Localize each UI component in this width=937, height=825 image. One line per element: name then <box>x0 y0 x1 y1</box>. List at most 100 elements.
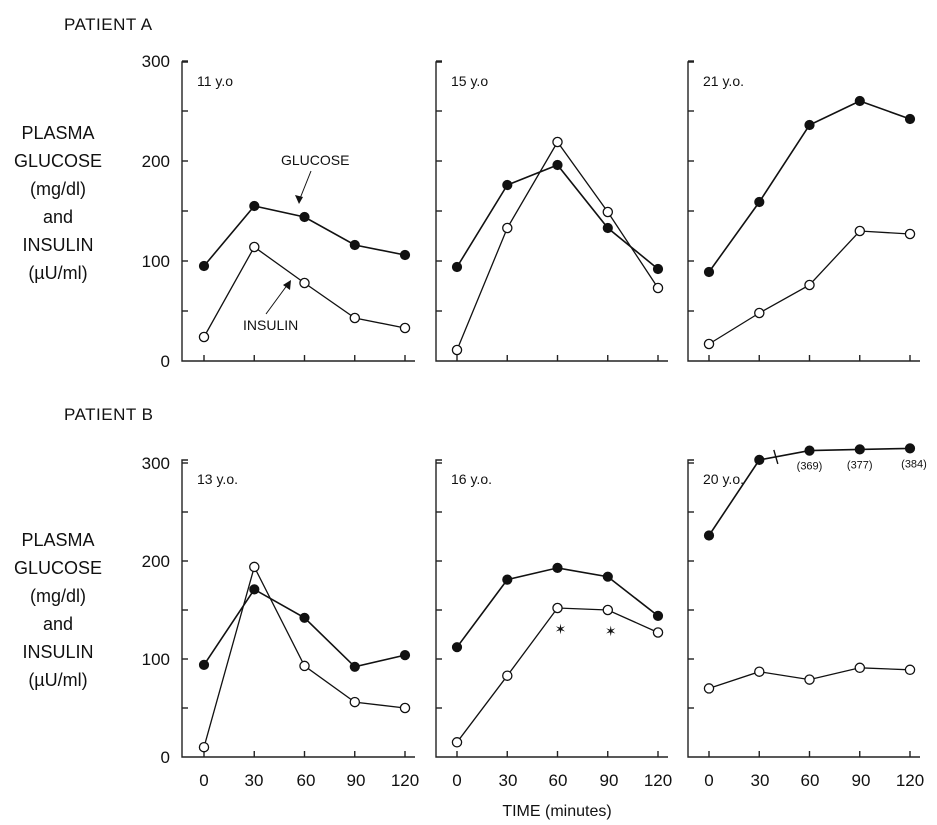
panel-1-0: 13 y.o. <box>181 459 415 758</box>
glucose-data-point <box>754 196 765 208</box>
insulin-series-line <box>203 565 406 748</box>
glucose-data-point <box>804 445 815 456</box>
glucose-annotation-arrowhead <box>295 195 303 204</box>
insulin-data-point <box>904 228 916 240</box>
glucose-series-line <box>456 164 659 270</box>
panel-axes <box>181 459 415 758</box>
panel-age-label: 13 y.o. <box>197 471 238 487</box>
insulin-annotation-label: INSULIN <box>243 317 298 333</box>
insulin-data-point <box>399 702 411 714</box>
y-axis-title-line: (mg/dl) <box>30 586 86 606</box>
glucose-data-point <box>703 530 715 541</box>
glucose-data-point <box>602 222 613 234</box>
x-tick-label: 60 <box>297 771 316 790</box>
glucose-data-point <box>552 159 563 171</box>
insulin-data-point <box>299 660 310 672</box>
insulin-data-point <box>804 674 815 685</box>
y-axis-title-line: PLASMA <box>21 123 94 143</box>
panel-0-0: 11 y.o <box>181 60 415 362</box>
insulin-data-point <box>299 277 310 289</box>
glucose-data-point <box>198 659 210 671</box>
x-tick-label: 120 <box>896 771 924 790</box>
insulin-data-point <box>451 344 463 356</box>
panel-age-label: 16 y.o. <box>451 471 492 487</box>
glucose-data-point <box>399 249 411 261</box>
insulin-data-point <box>349 312 361 324</box>
panel-age-label: 15 y.o <box>451 73 488 89</box>
insulin-data-point <box>754 307 765 319</box>
glucose-series-line <box>203 588 406 668</box>
glucose-data-point <box>349 239 360 251</box>
y-tick-label: 100 <box>142 650 170 669</box>
row-title-patient-a: PATIENT A <box>64 15 153 34</box>
panel-axes <box>181 61 415 362</box>
glucose-data-point <box>652 610 664 622</box>
y-tick-label: 200 <box>142 552 170 571</box>
y-axis-title-line: INSULIN <box>22 642 93 662</box>
data-value-label: (377) <box>847 459 873 471</box>
x-tick-label: 120 <box>644 771 672 790</box>
glucose-data-point <box>602 571 613 582</box>
data-value-label: (369) <box>797 461 823 473</box>
y-axis-title-line: PLASMA <box>21 530 94 550</box>
x-tick-label: 0 <box>199 771 208 790</box>
x-tick-label: 0 <box>704 771 713 790</box>
y-axis-title-line: and <box>43 614 73 634</box>
insulin-data-point <box>502 670 513 681</box>
glucose-data-point <box>198 260 210 272</box>
x-axis-title: TIME (minutes) <box>502 803 611 820</box>
row-title-patient-b: PATIENT B <box>64 405 154 424</box>
insulin-series-line <box>203 246 406 338</box>
glucose-data-point <box>904 443 916 454</box>
insulin-series-line <box>456 140 659 351</box>
panel-1-1: 16 y.o. ✶ ✶ <box>435 459 668 758</box>
y-axis-title-line: (µU/ml) <box>28 263 87 283</box>
glucose-data-point <box>349 661 360 672</box>
glucose-data-point <box>299 211 310 223</box>
insulin-data-point <box>652 282 664 294</box>
x-tick-labels-col-2: 0 30 60 90 120 <box>452 771 672 790</box>
x-tick-label: 120 <box>391 771 419 790</box>
insulin-data-point <box>502 222 513 234</box>
x-tick-label: 0 <box>452 771 461 790</box>
y-tick-label: 200 <box>142 152 170 171</box>
insulin-data-point <box>804 279 815 291</box>
glucose-data-point <box>754 454 765 465</box>
panel-age-label: 11 y.o <box>197 73 233 89</box>
glucose-data-point <box>552 562 563 574</box>
glucose-data-point <box>249 584 260 595</box>
insulin-data-point <box>854 225 866 237</box>
data-value-label: (384) <box>901 458 927 470</box>
x-tick-label: 90 <box>347 771 366 790</box>
x-tick-label: 30 <box>499 771 518 790</box>
insulin-data-point <box>754 666 765 677</box>
insulin-data-point <box>652 627 664 638</box>
insulin-data-point <box>703 683 715 694</box>
y-axis-title-line: GLUCOSE <box>14 558 102 578</box>
insulin-data-point <box>198 331 210 343</box>
insulin-data-point <box>602 604 614 616</box>
glucose-data-point <box>804 119 815 131</box>
y-axis-title-line: GLUCOSE <box>14 151 102 171</box>
panel-axes <box>687 61 920 362</box>
y-axis-title-line: and <box>43 207 73 227</box>
y-axis-title-line: (mg/dl) <box>30 179 86 199</box>
panel-age-label: 20 y.o. <box>703 471 744 487</box>
axis-break-marker <box>773 449 779 465</box>
insulin-data-point <box>451 737 463 748</box>
y-tick-label: 100 <box>142 252 170 271</box>
insulin-data-point <box>249 241 260 253</box>
insulin-data-point <box>854 662 866 674</box>
glucose-data-point <box>451 642 463 653</box>
x-tick-labels-col-1: 0 30 60 90 120 <box>199 771 419 790</box>
insulin-data-point <box>904 664 916 676</box>
panel-age-label: 21 y.o. <box>703 73 744 89</box>
y-tick-label: 0 <box>161 748 170 767</box>
glucose-data-point <box>299 612 310 623</box>
x-tick-label: 60 <box>549 771 568 790</box>
x-tick-label: 60 <box>801 771 820 790</box>
insulin-data-point <box>198 741 210 753</box>
x-tick-label: 90 <box>600 771 619 790</box>
x-tick-label: 30 <box>751 771 770 790</box>
